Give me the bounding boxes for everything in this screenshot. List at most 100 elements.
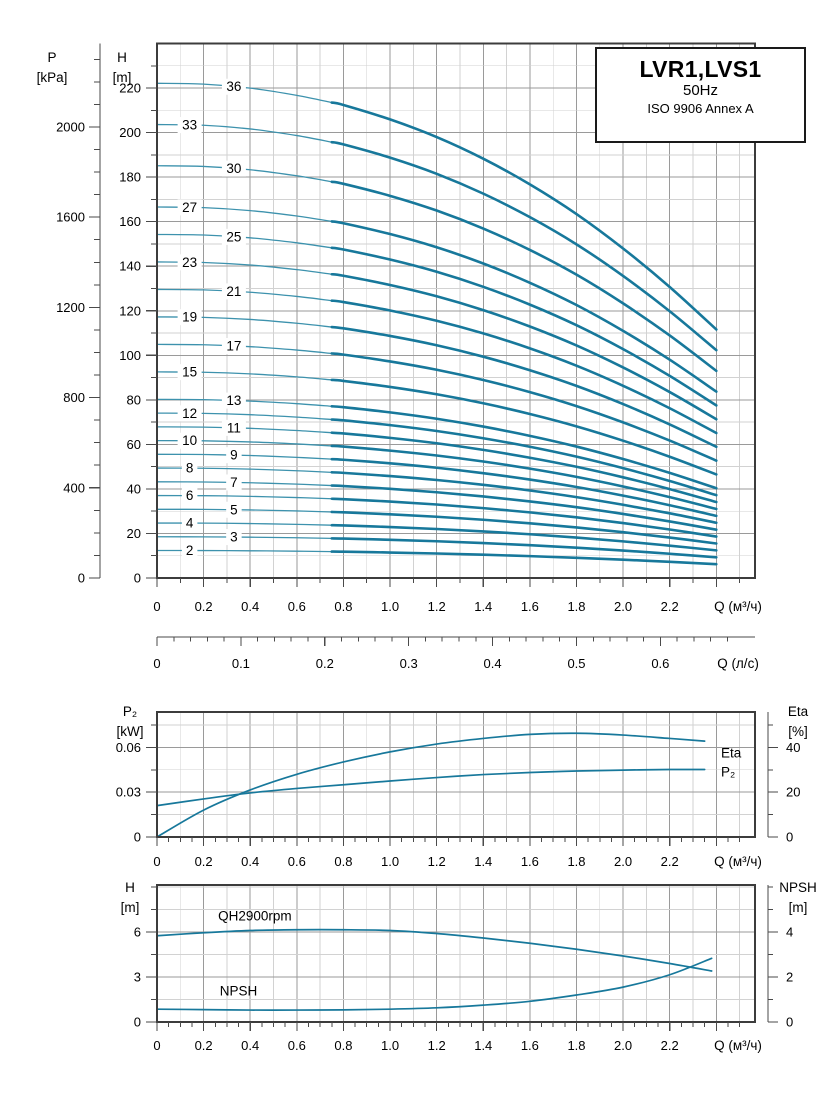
x-tick-label: 2.0: [614, 854, 632, 869]
p-tick-label: 800: [63, 390, 85, 405]
stage-label-36: 36: [226, 79, 241, 94]
p-axis-header-line2: [kPa]: [37, 70, 68, 85]
stage-curve-7-lead: [156, 481, 333, 487]
ls-tick-label: 0.1: [232, 656, 250, 671]
stage-label-8: 8: [186, 461, 194, 476]
stage-curve-36: [330, 101, 718, 331]
series-label-QH2900rpm: QH2900rpm: [218, 909, 292, 924]
stage-curve-2: [330, 550, 718, 566]
stage-curve-25-lead: [156, 233, 333, 249]
stage-label-5: 5: [230, 502, 238, 517]
stage-label-bg: [177, 432, 202, 449]
stage-label-bg: [221, 392, 246, 409]
stage-curve-5: [330, 510, 718, 545]
y-tick-label: 140: [119, 259, 141, 274]
y-tick-label: 40: [127, 481, 141, 496]
stage-curve-27: [330, 220, 718, 393]
x-tick-label: 1.2: [428, 854, 446, 869]
ls-tick-label: 0: [153, 656, 160, 671]
right-tick-label: 40: [786, 740, 800, 755]
stage-label-bg: [226, 474, 242, 491]
stage-label-11: 11: [227, 420, 241, 435]
stage-label-bg: [177, 199, 202, 216]
stage-curve-30: [330, 180, 718, 373]
frequency-label: 50Hz: [682, 82, 719, 100]
stage-curve-5-lead: [156, 508, 333, 513]
y-tick-label: 160: [119, 214, 141, 229]
h-axis-header-line2: [m]: [113, 70, 132, 85]
series-label-NPSH: NPSH: [220, 983, 258, 998]
ls-tick-label: 0.5: [567, 656, 585, 671]
power-eta-chart-right-axis: 0 20 40: [767, 712, 800, 845]
stage-label-bg: [226, 501, 242, 518]
x-tick-label: 1.0: [381, 1038, 399, 1053]
p-tick-label: 400: [63, 480, 85, 495]
x-tick-label: 2.2: [661, 1038, 679, 1053]
stage-label-3: 3: [230, 530, 238, 545]
stage-label-bg: [177, 364, 202, 381]
x-tick-label: 0.6: [288, 1038, 306, 1053]
x-tick-label: 0: [153, 599, 160, 614]
power-eta-chart-x-axis: 0 0.2 0.4 0.6 0.8 1.0 1.2 1.4 1.6 1.8 2.0 2.2 Q (м³/…: [153, 837, 762, 869]
x-tick-label: 1.2: [428, 1038, 446, 1053]
stage-label-30: 30: [226, 161, 241, 176]
stage-label-10: 10: [182, 433, 197, 448]
p-axis-header-line1: P: [47, 50, 56, 65]
stage-curve-6: [330, 497, 718, 538]
power-eta-chart-right-header-line1: Eta: [788, 704, 809, 719]
power-eta-chart-curves: Eta P₂: [156, 732, 742, 838]
stage-curve-21-lead: [156, 288, 333, 302]
x-axis-unit-label: Q (м³/ч): [714, 854, 762, 869]
p-tick-label: 0: [78, 571, 85, 586]
y-tick-label: 0.03: [116, 785, 141, 800]
x-tick-label: 0.4: [241, 599, 259, 614]
stage-curve-21: [330, 299, 718, 435]
y-tick-label: 220: [119, 81, 141, 96]
stage-label-bg: [221, 228, 246, 245]
x-tick-label: 0.8: [334, 854, 352, 869]
power-eta-chart-grid-v: [179, 712, 741, 837]
right-tick-label: 20: [786, 785, 800, 800]
right-tick-label: 4: [786, 925, 793, 940]
y-tick-label: 60: [127, 437, 141, 452]
main-h-axis: 0 20 40 60 80 100 120 140 160 180 200 220: [119, 65, 157, 586]
series-curve-QH2900rpm: [156, 928, 713, 972]
series-curve-Eta: [156, 732, 706, 838]
stage-curve-9-lead: [156, 453, 333, 460]
x-tick-label: 0.6: [288, 599, 306, 614]
standard-label: ISO 9906 Annex A: [647, 101, 754, 117]
ls-tick-label: 0.4: [484, 656, 502, 671]
power-eta-chart-right-header-line2: [%]: [788, 724, 808, 739]
x-tick-label: 0.2: [195, 599, 213, 614]
x-tick-label: 1.8: [567, 599, 585, 614]
stage-label-13: 13: [226, 393, 241, 408]
qh-npsh-chart-curves: QH2900rpm NPSH: [156, 909, 713, 1011]
x-tick-label: 1.0: [381, 854, 399, 869]
x-tick-label: 1.6: [521, 599, 539, 614]
x-tick-label: 0.4: [241, 854, 259, 869]
stage-label-bg: [221, 283, 246, 300]
x-axis-unit-label: Q (м³/ч): [714, 1038, 762, 1053]
ls-axis-unit-label: Q (л/с): [717, 656, 759, 671]
ls-tick-label: 0.3: [400, 656, 418, 671]
x-tick-label: 2.0: [614, 599, 632, 614]
right-tick-label: 0: [786, 830, 793, 845]
stage-label-bg: [177, 117, 202, 134]
y-tick-label: 0: [134, 830, 141, 845]
stage-label-bg: [181, 515, 198, 532]
p-tick-label: 1200: [56, 300, 85, 315]
qh-npsh-chart-grid-v: [179, 885, 741, 1022]
y-tick-label: 0: [134, 571, 141, 586]
stage-curve-13-lead: [156, 398, 333, 407]
x-tick-label: 2.0: [614, 1038, 632, 1053]
stage-label-21: 21: [226, 284, 241, 299]
qh-npsh-chart-right-header-line2: [m]: [789, 900, 808, 915]
x-tick-label: 1.8: [567, 854, 585, 869]
series-label-Eta: Eta: [721, 745, 742, 760]
stage-label-27: 27: [182, 200, 197, 215]
y-tick-label: 0.06: [116, 740, 141, 755]
x-axis-unit-label: Q (м³/ч): [714, 599, 762, 614]
y-tick-label: 6: [134, 924, 141, 939]
